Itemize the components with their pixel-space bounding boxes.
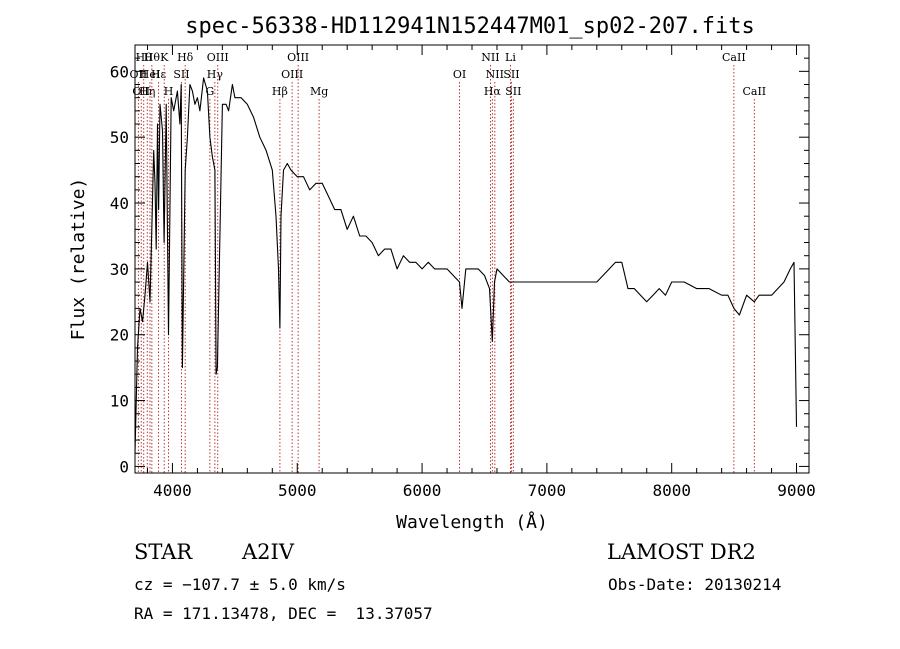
- observation-date: Obs-Date: 20130214: [608, 575, 782, 594]
- line-marker-label: K: [160, 51, 169, 64]
- line-marker-label: OIII: [281, 68, 303, 81]
- x-tick-label: 7000: [528, 481, 567, 500]
- x-tick-label: 9000: [777, 481, 816, 500]
- line-marker-label: Hε: [151, 68, 167, 81]
- line-marker-label: OII: [132, 85, 150, 98]
- line-markers: OIIOIIHθHηHeIHθHεKHSIIHδGHγOIIIHβOIIIOII…: [130, 51, 766, 473]
- line-marker-label: CaII: [742, 85, 766, 98]
- line-marker-label: Hγ: [207, 68, 224, 81]
- line-marker-label: G: [205, 85, 214, 98]
- line-marker-label: SII: [505, 85, 521, 98]
- line-marker-label: NII: [486, 68, 504, 81]
- line-marker-label: Hη: [139, 85, 155, 98]
- line-marker-label: CaII: [722, 51, 746, 64]
- line-marker-label: OI: [453, 68, 466, 81]
- x-tick-label: 5000: [278, 481, 317, 500]
- y-tick-label: 10: [110, 392, 129, 411]
- x-tick-label: 4000: [153, 481, 192, 500]
- x-axis-label: Wavelength (Å): [396, 511, 548, 533]
- line-marker-label: Hθ: [136, 51, 153, 64]
- spectral-subclass: A2IV: [242, 540, 294, 564]
- y-tick-label: 30: [110, 260, 129, 279]
- line-marker-label: Hα: [484, 85, 502, 98]
- line-marker-label: NII: [481, 51, 499, 64]
- x-ticks: 4000 5000 6000 7000 8000 9000: [146, 45, 816, 500]
- coordinates: RA = 171.13478, DEC = 13.37057: [134, 604, 433, 623]
- y-ticks: 0 10 20 30 40 50 60: [110, 57, 809, 476]
- y-tick-label: 40: [110, 194, 129, 213]
- spectrum-line: [134, 77, 798, 454]
- line-marker-label: Li: [505, 51, 516, 64]
- line-marker-label: Hβ: [272, 85, 288, 98]
- line-marker-label: Mg: [310, 85, 328, 98]
- line-marker-label: Hθ: [144, 51, 161, 64]
- line-marker-label: SII: [173, 68, 189, 81]
- redshift-cz: cz = −107.7 ± 5.0 km/s: [134, 575, 346, 594]
- x-tick-label: 8000: [652, 481, 691, 500]
- chart-title: spec-56338-HD112941N152447M01_sp02-207.f…: [185, 14, 755, 39]
- object-type: STAR: [134, 540, 193, 564]
- y-tick-label: 50: [110, 128, 129, 147]
- y-tick-label: 20: [110, 326, 129, 345]
- y-tick-label: 0: [119, 457, 129, 476]
- survey-name: LAMOST DR2: [607, 540, 756, 564]
- y-tick-label: 60: [110, 62, 129, 81]
- line-marker-label: H: [164, 85, 174, 98]
- x-tick-label: 6000: [403, 481, 442, 500]
- plot-frame: [134, 44, 810, 474]
- line-marker-label: OIII: [287, 51, 309, 64]
- line-marker-label: SII: [503, 68, 519, 81]
- line-marker-label: Hδ: [177, 51, 194, 64]
- line-marker-label: OIII: [207, 51, 229, 64]
- y-axis-label: Flux (relative): [68, 178, 89, 341]
